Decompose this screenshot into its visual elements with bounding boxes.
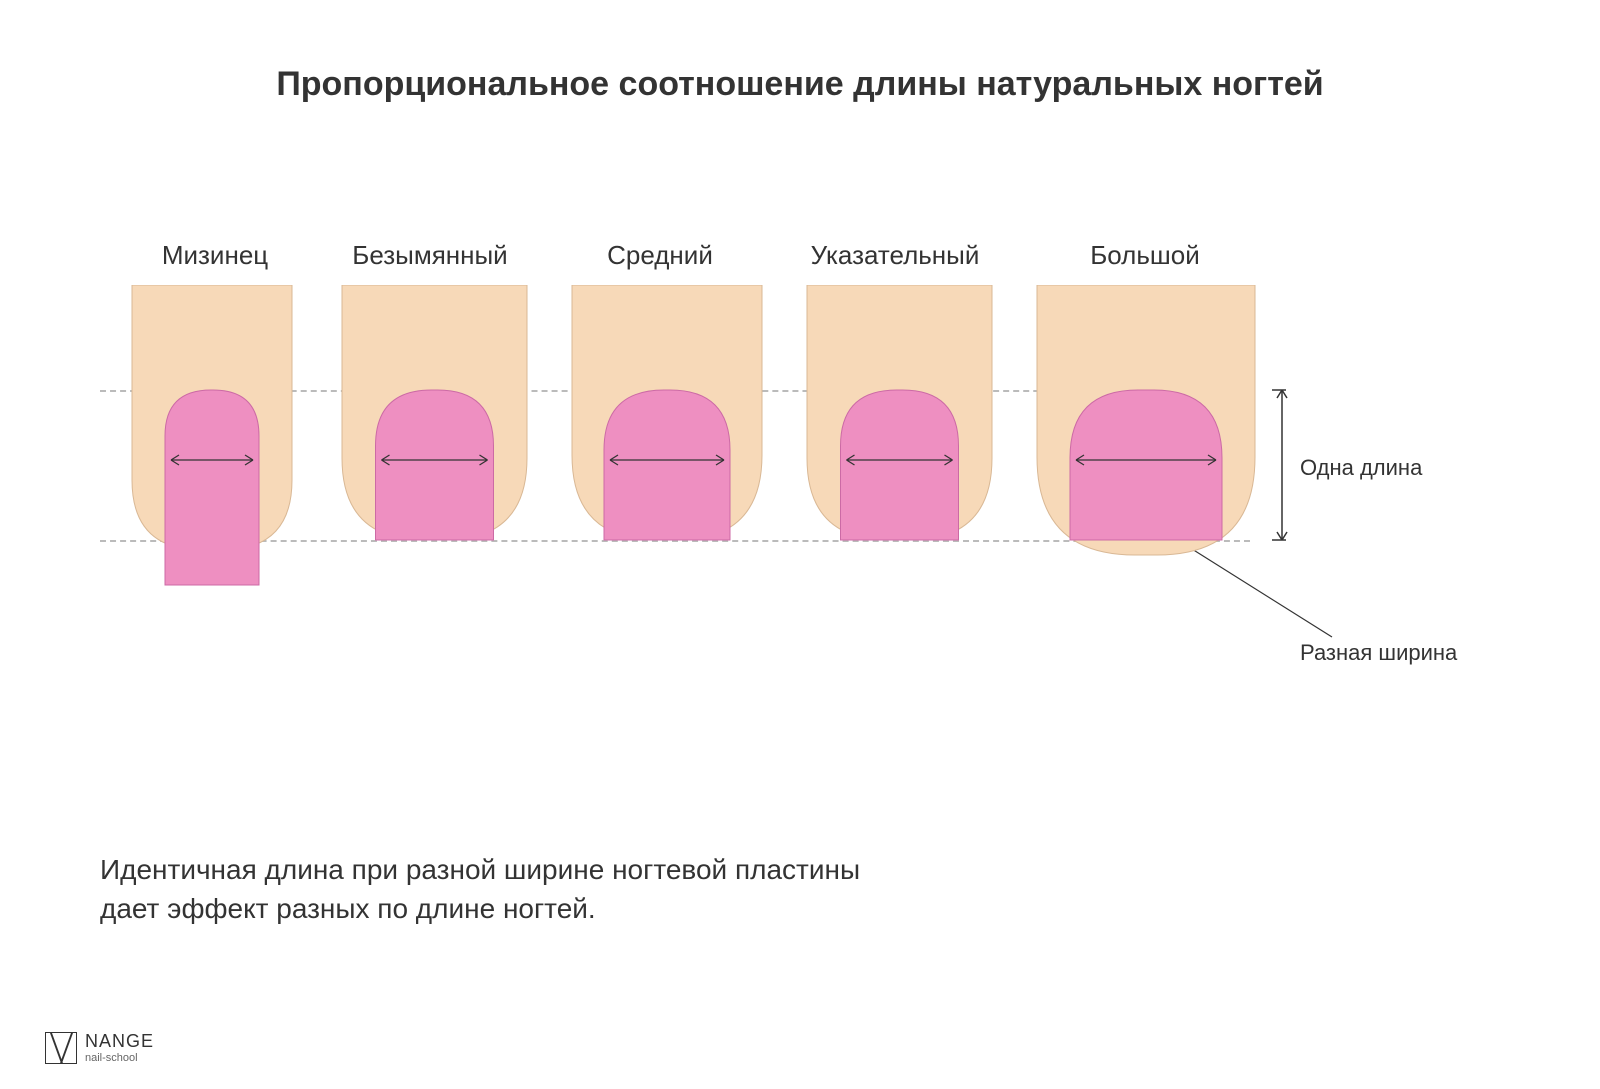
finger-label-middle: Средний: [565, 240, 755, 271]
finger-pinky: [130, 285, 294, 665]
length-label: Одна длина: [1300, 455, 1422, 481]
finger-label-thumb: Большой: [1045, 240, 1245, 271]
finger-middle: [570, 285, 764, 620]
finger-thumb: [1035, 285, 1257, 635]
finger-label-pinky: Мизинец: [130, 240, 300, 271]
nail-diagram: Одна длина Разная ширина Мизинец Безымянный…: [100, 240, 1500, 690]
finger-label-ring: Безымянный: [330, 240, 530, 271]
height-bracket-icon: [1270, 385, 1300, 545]
brand-name: NANGE: [85, 1031, 154, 1052]
width-label: Разная ширина: [1300, 640, 1457, 666]
finger-index: [805, 285, 994, 620]
brand-footer: NANGE nail-school: [45, 1031, 154, 1064]
caption-line-2: дает эффект разных по длине ногтей.: [100, 889, 860, 928]
finger-ring: [340, 285, 529, 620]
page-title: Пропорциональное соотношение длины натур…: [0, 65, 1600, 104]
brand-subtitle: nail-school: [85, 1052, 154, 1064]
diagram-caption: Идентичная длина при разной ширине ногте…: [100, 850, 860, 928]
caption-line-1: Идентичная длина при разной ширине ногте…: [100, 850, 860, 889]
finger-label-index: Указательный: [790, 240, 1000, 271]
brand-logo-icon: [45, 1032, 77, 1064]
